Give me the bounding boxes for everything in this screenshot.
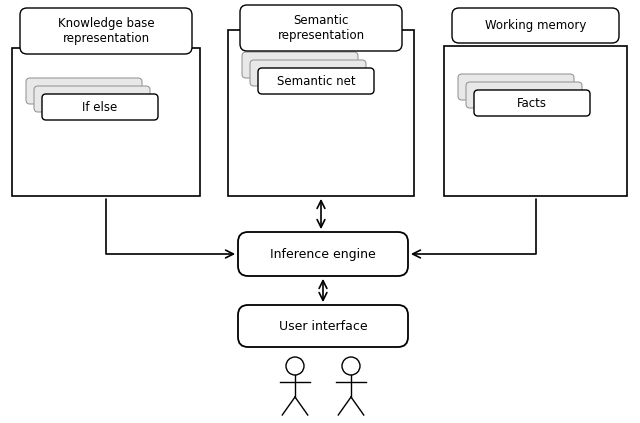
FancyBboxPatch shape [242, 52, 358, 78]
Text: Semantic net: Semantic net [276, 74, 355, 88]
Text: If else: If else [83, 101, 118, 113]
Bar [12, 48, 200, 196]
FancyBboxPatch shape [34, 86, 150, 112]
Bar [444, 46, 627, 196]
FancyBboxPatch shape [258, 68, 374, 94]
FancyBboxPatch shape [458, 74, 574, 100]
FancyBboxPatch shape [466, 82, 582, 108]
Text: Working memory: Working memory [485, 19, 586, 32]
FancyBboxPatch shape [240, 5, 402, 51]
FancyBboxPatch shape [238, 232, 408, 276]
FancyBboxPatch shape [452, 8, 619, 43]
FancyBboxPatch shape [238, 305, 408, 347]
FancyBboxPatch shape [250, 60, 366, 86]
FancyBboxPatch shape [474, 90, 590, 116]
Circle shape [342, 357, 360, 375]
Text: Semantic
representation: Semantic representation [277, 14, 365, 42]
FancyBboxPatch shape [42, 94, 158, 120]
FancyBboxPatch shape [26, 78, 142, 104]
Text: Facts: Facts [517, 96, 547, 110]
Circle shape [286, 357, 304, 375]
Text: Inference engine: Inference engine [270, 247, 376, 261]
Bar [228, 30, 414, 196]
Text: Knowledge base
representation: Knowledge base representation [58, 17, 154, 45]
FancyBboxPatch shape [20, 8, 192, 54]
Text: User interface: User interface [278, 319, 367, 332]
